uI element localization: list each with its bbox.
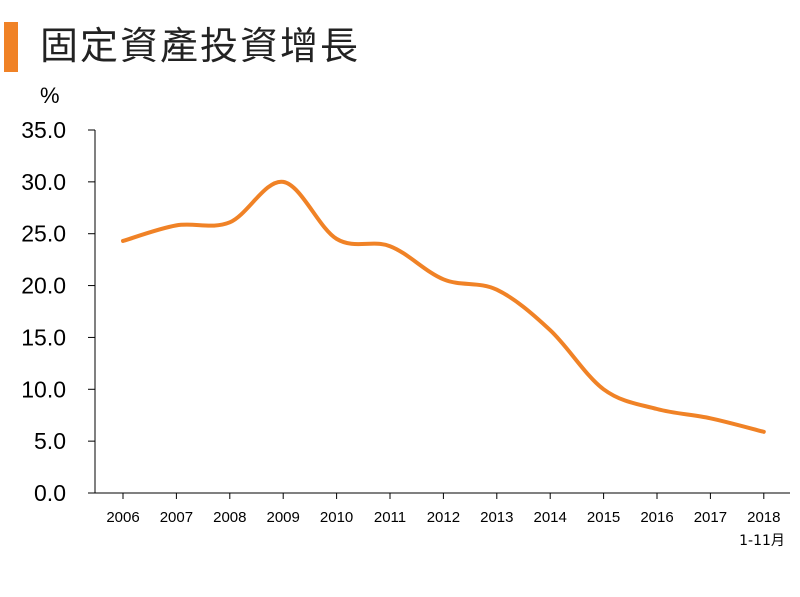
title-accent-bar — [4, 22, 18, 72]
x-tick-label: 2007 — [160, 509, 193, 526]
page-title: 固定資產投資增長 — [40, 24, 361, 68]
x-tick-label: 2017 — [694, 509, 727, 526]
x-tick-label: 2008 — [213, 509, 246, 526]
y-tick-label: 30.0 — [21, 169, 66, 195]
y-tick-label: 10.0 — [21, 376, 66, 402]
y-tick-label: 5.0 — [34, 428, 66, 454]
y-tick-label: 0.0 — [34, 480, 66, 506]
x-tick-label: 2015 — [587, 509, 620, 526]
x-tick-label: 2009 — [267, 509, 300, 526]
x-tick-label: 2016 — [640, 509, 673, 526]
y-tick-label: 15.0 — [21, 324, 66, 350]
x-tick-label: 2012 — [427, 509, 460, 526]
y-tick-label: 20.0 — [21, 273, 66, 299]
x-tick-note-2018: 1-11月 — [739, 533, 785, 549]
x-axis-ticks: 2006 2007 2008 2009 2010 2011 2012 2013 2014 2015… — [106, 493, 780, 526]
x-tick-label: 2011 — [374, 509, 406, 526]
x-tick-label: 2013 — [480, 509, 513, 526]
y-tick-label: 25.0 — [21, 221, 66, 247]
y-axis-ticks: 0.0 5.0 10.0 15.0 20.0 25.0 30.0 35.0 — [21, 117, 95, 506]
series-line — [121, 179, 766, 434]
x-tick-label: 2018 — [747, 509, 780, 526]
x-tick-label: 2010 — [320, 509, 353, 526]
y-axis-unit-label: % — [40, 83, 60, 108]
x-tick-label: 2014 — [534, 509, 567, 526]
y-tick-label: 35.0 — [21, 117, 66, 143]
x-tick-label: 2006 — [106, 509, 139, 526]
chart-axes — [94, 130, 790, 494]
